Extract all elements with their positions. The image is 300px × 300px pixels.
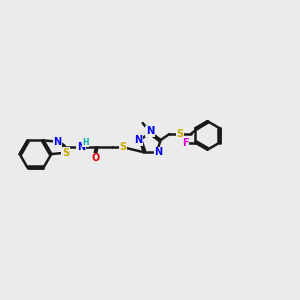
Text: O: O [91, 153, 99, 163]
Text: H: H [82, 138, 89, 147]
Text: S: S [177, 129, 184, 139]
Text: N: N [154, 147, 162, 157]
Text: N: N [146, 126, 154, 136]
Text: N: N [134, 135, 142, 145]
Text: S: S [62, 148, 69, 158]
Text: N: N [77, 142, 85, 152]
Text: N: N [53, 137, 62, 147]
Text: N: N [146, 126, 154, 136]
Text: F: F [182, 137, 189, 148]
Text: S: S [119, 142, 127, 152]
